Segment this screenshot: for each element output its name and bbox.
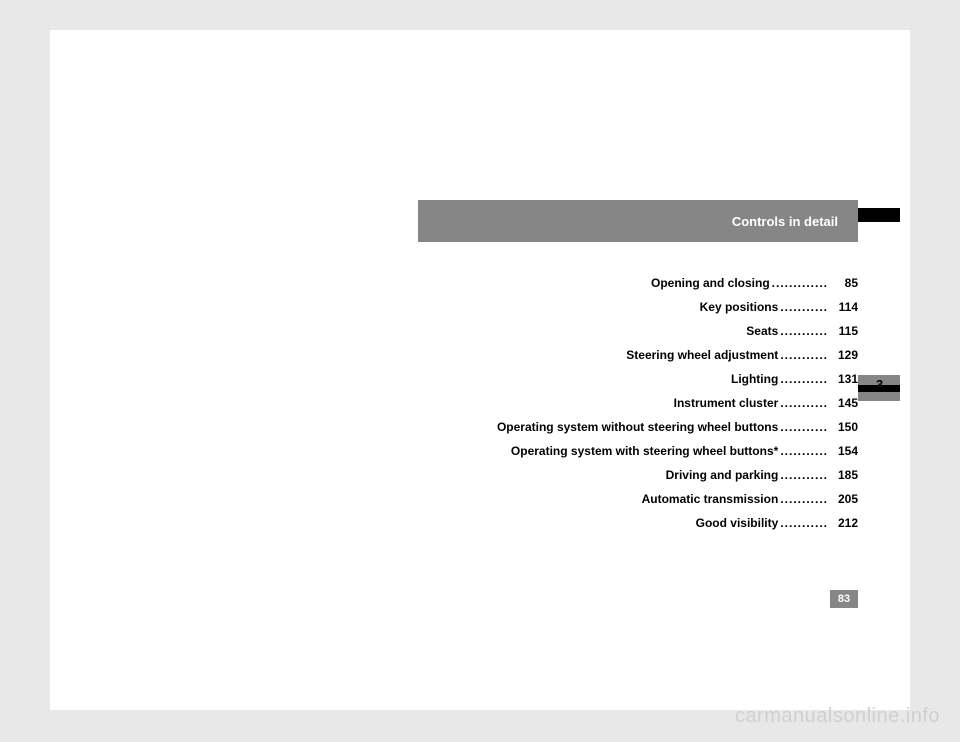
toc-page: 85 xyxy=(830,276,858,290)
toc-entry: Instrument cluster ........... 145 xyxy=(418,396,858,410)
toc-entry: Operating system without steering wheel … xyxy=(418,420,858,434)
toc-entry: Lighting ........... 131 xyxy=(418,372,858,386)
toc-page: 129 xyxy=(830,348,858,362)
toc-dots: ........... xyxy=(780,324,828,338)
toc-title: Operating system with steering wheel but… xyxy=(511,444,778,458)
toc-page: 185 xyxy=(830,468,858,482)
toc-entry: Seats ........... 115 xyxy=(418,324,858,338)
toc-title: Steering wheel adjustment xyxy=(626,348,778,362)
toc-dots: ............. xyxy=(772,276,828,290)
toc-entry: Steering wheel adjustment ........... 12… xyxy=(418,348,858,362)
toc-entry: Automatic transmission ........... 205 xyxy=(418,492,858,506)
watermark: carmanualsonline.info xyxy=(735,705,940,728)
toc-title: Driving and parking xyxy=(666,468,779,482)
toc-entry: Driving and parking ........... 185 xyxy=(418,468,858,482)
toc-title: Lighting xyxy=(731,372,778,386)
toc-dots: ........... xyxy=(780,420,828,434)
toc-dots: ........... xyxy=(780,444,828,458)
toc-dots: ........... xyxy=(780,348,828,362)
toc-dots: ........... xyxy=(780,396,828,410)
toc-dots: ........... xyxy=(780,372,828,386)
section-title: Controls in detail xyxy=(732,214,838,229)
toc-entry: Good visibility ........... 212 xyxy=(418,516,858,530)
toc-entry: Opening and closing ............. 85 xyxy=(418,276,858,290)
toc-page: 150 xyxy=(830,420,858,434)
toc-page: 115 xyxy=(830,324,858,338)
toc-title: Operating system without steering wheel … xyxy=(497,420,778,434)
page-number-box: 83 xyxy=(830,590,858,608)
toc-page: 205 xyxy=(830,492,858,506)
toc-title: Seats xyxy=(746,324,778,338)
toc-title: Instrument cluster xyxy=(674,396,779,410)
section-header-bar: Controls in detail xyxy=(418,200,858,242)
toc-page: 114 xyxy=(830,300,858,314)
toc-dots: ........... xyxy=(780,300,828,314)
toc-title: Key positions xyxy=(700,300,779,314)
edge-marker-top xyxy=(858,208,900,222)
toc-entry: Key positions ........... 114 xyxy=(418,300,858,314)
manual-page: Controls in detail Opening and closing .… xyxy=(50,30,910,710)
toc-page: 131 xyxy=(830,372,858,386)
toc-entry: Operating system with steering wheel but… xyxy=(418,444,858,458)
page-number: 83 xyxy=(838,593,850,605)
toc-dots: ........... xyxy=(780,492,828,506)
toc-page: 154 xyxy=(830,444,858,458)
toc-dots: ........... xyxy=(780,516,828,530)
toc-title: Good visibility xyxy=(696,516,779,530)
toc-dots: ........... xyxy=(780,468,828,482)
toc-page: 212 xyxy=(830,516,858,530)
chapter-number: 3 xyxy=(876,377,883,392)
toc-title: Automatic transmission xyxy=(642,492,779,506)
toc-page: 145 xyxy=(830,396,858,410)
toc-title: Opening and closing xyxy=(651,276,770,290)
table-of-contents: Opening and closing ............. 85 Key… xyxy=(418,276,858,540)
